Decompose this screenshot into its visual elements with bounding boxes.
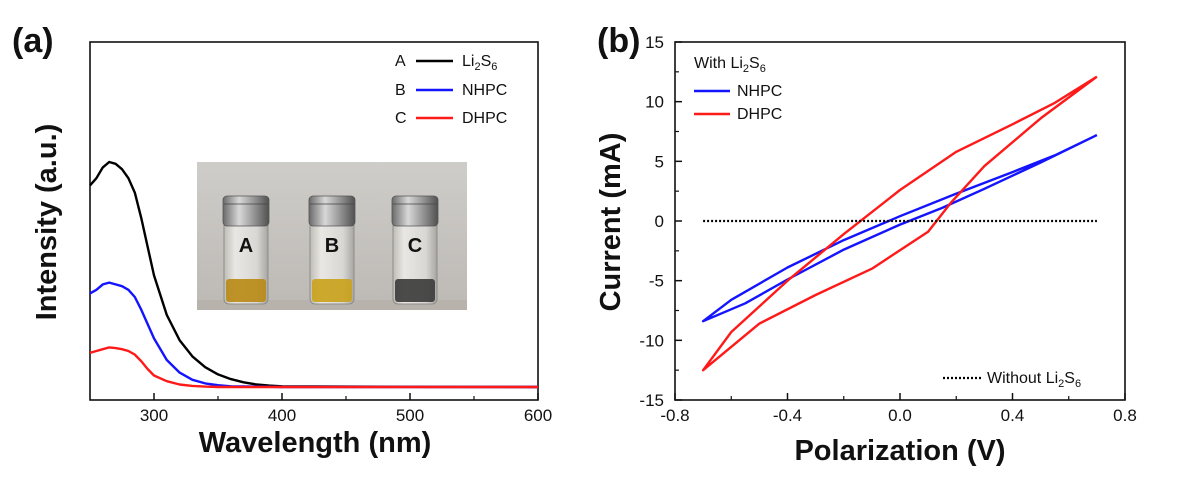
y-tick-label: -10 — [639, 331, 664, 350]
vials-photo-inset: A B C — [197, 162, 467, 310]
vial-a: A — [222, 195, 270, 305]
legend-title-with-li2s6: With Li2S6 — [694, 55, 766, 75]
vial-label: C — [408, 235, 422, 257]
x-tick-label: 300 — [140, 406, 168, 425]
series-dhpc-line — [89, 346, 538, 389]
panel-a-series-group — [89, 160, 539, 389]
inset-table-surface — [197, 300, 467, 310]
vial-cap — [308, 195, 356, 227]
panel-b-x-ticks: -0.8 -0.4 0.0 0.4 0.8 — [660, 393, 1137, 425]
legend-label-without-li2s6: Without Li2S6 — [987, 370, 1081, 390]
x-tick-label: 600 — [524, 406, 552, 425]
panel-b-y-ticks: 15 10 5 0 -5 -10 -15 — [639, 33, 682, 410]
panel-a: (a) 300 400 500 600 Wavelength (nm) Intensi… — [12, 22, 552, 459]
vial-liquid — [312, 279, 352, 302]
x-tick-label: -0.8 — [660, 406, 689, 425]
panel-b-x-axis-label: Polarization (V) — [794, 435, 1005, 467]
vial-label: A — [239, 235, 253, 257]
series-nhpc-loop — [701, 134, 1098, 323]
x-tick-label: -0.4 — [773, 406, 802, 425]
legend-letter-a: A — [395, 53, 406, 70]
x-tick-label: 500 — [396, 406, 424, 425]
vial-c: C — [391, 195, 439, 305]
legend-label-nhpc-b: NHPC — [737, 83, 782, 100]
legend-item-a: A Li2S6 — [395, 53, 497, 73]
panel-b-series-group — [701, 75, 1098, 372]
vial-liquid — [395, 279, 435, 302]
vial-cap — [391, 195, 439, 227]
legend-label-li2s6: Li2S6 — [462, 53, 497, 73]
panel-b: (b) -0.8 -0.4 0.0 0.4 0.8 15 10 5 0 -5 -10 -15 Pol… — [595, 22, 1137, 467]
y-tick-label: 10 — [645, 93, 664, 112]
legend-item-c: C DHPC — [395, 110, 507, 127]
legend-label-nhpc: NHPC — [462, 82, 507, 99]
y-tick-label: 15 — [645, 33, 664, 52]
series-dhpc-loop — [701, 75, 1098, 372]
legend-item-nhpc: NHPC — [694, 83, 782, 100]
panel-b-legend: With Li2S6 NHPC DHPC Without Li2S6 — [694, 55, 1081, 390]
y-tick-label: -5 — [649, 272, 664, 291]
vial-cap — [222, 195, 270, 227]
vial-label: B — [325, 235, 339, 257]
legend-label-dhpc: DHPC — [462, 110, 507, 127]
legend-letter-b: B — [395, 82, 406, 99]
legend-label-dhpc-b: DHPC — [737, 106, 782, 123]
panel-a-label: (a) — [12, 22, 54, 60]
x-tick-label: 400 — [268, 406, 296, 425]
legend-item-dhpc: DHPC — [694, 106, 782, 123]
y-tick-label: 5 — [655, 152, 664, 171]
vials-group: A B C — [222, 195, 439, 305]
legend-item-b: B NHPC — [395, 82, 507, 99]
x-tick-label: 0.8 — [1113, 406, 1137, 425]
panel-b-y-axis-label: Current (mA) — [595, 133, 627, 312]
y-tick-label: 0 — [655, 212, 664, 231]
panel-a-x-axis-label: Wavelength (nm) — [199, 427, 432, 459]
vial-b: B — [308, 195, 356, 305]
panel-a-legend: A Li2S6 B NHPC C DHPC — [395, 53, 507, 127]
x-tick-label: 0.0 — [888, 406, 912, 425]
legend-item-without-li2s6: Without Li2S6 — [943, 370, 1081, 390]
x-tick-label: 0.4 — [1001, 406, 1025, 425]
panel-b-label: (b) — [597, 22, 640, 60]
panel-a-x-ticks: 300 400 500 600 — [140, 393, 552, 425]
panel-a-plot-frame — [89, 41, 539, 401]
panel-a-y-axis-label: Intensity (a.u.) — [31, 124, 63, 321]
y-tick-label: -15 — [639, 391, 664, 410]
legend-letter-c: C — [395, 110, 407, 127]
vial-liquid — [226, 279, 266, 302]
